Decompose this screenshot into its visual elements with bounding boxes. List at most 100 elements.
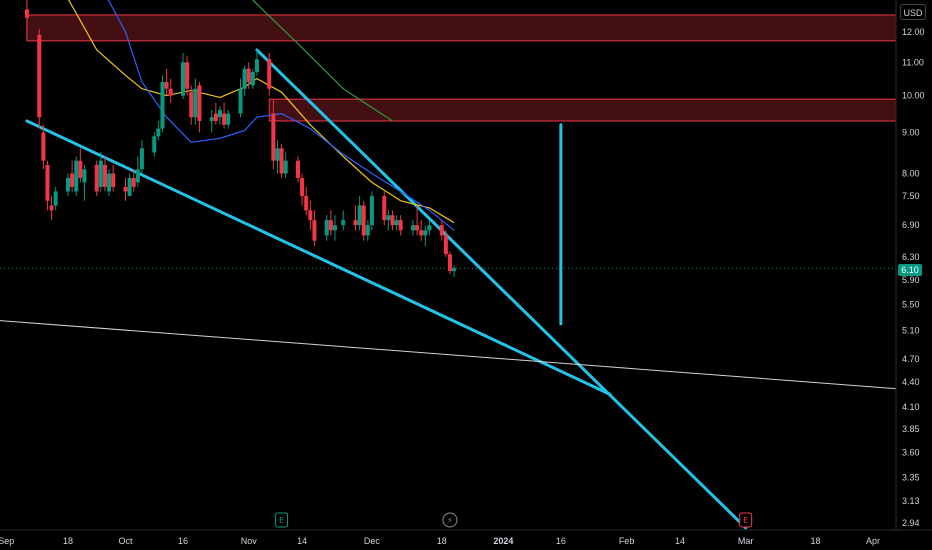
- candle-body: [181, 62, 185, 96]
- candle-body: [139, 148, 144, 170]
- candle[interactable]: [24, 0, 29, 35]
- candle[interactable]: [168, 78, 173, 103]
- candle[interactable]: [107, 169, 112, 197]
- candle[interactable]: [443, 230, 448, 257]
- candle[interactable]: [447, 251, 452, 274]
- candle[interactable]: [70, 160, 75, 192]
- candle[interactable]: [361, 200, 366, 241]
- resistance-zone[interactable]: [26, 14, 897, 42]
- candle[interactable]: [390, 210, 395, 231]
- price-tick-label: 3.35: [902, 472, 920, 482]
- candle[interactable]: [217, 106, 222, 125]
- candle[interactable]: [156, 120, 161, 141]
- candle[interactable]: [209, 109, 214, 133]
- candle[interactable]: [304, 186, 309, 216]
- candle[interactable]: [419, 220, 424, 241]
- candle-body: [447, 254, 452, 272]
- candle[interactable]: [271, 99, 276, 170]
- candle[interactable]: [324, 215, 329, 241]
- candle[interactable]: [197, 81, 202, 133]
- candle[interactable]: [111, 164, 116, 192]
- candle[interactable]: [181, 52, 185, 100]
- candle[interactable]: [279, 144, 284, 178]
- candle[interactable]: [246, 62, 251, 89]
- trend-line[interactable]: [25, 119, 612, 396]
- candle-body: [332, 225, 337, 231]
- candle[interactable]: [439, 220, 444, 241]
- candle[interactable]: [226, 109, 231, 129]
- candle[interactable]: [357, 196, 362, 231]
- candle-body: [213, 113, 218, 121]
- candle[interactable]: [365, 220, 370, 241]
- earnings-marker-icon[interactable]: E: [739, 512, 753, 528]
- candle[interactable]: [312, 210, 317, 247]
- candle[interactable]: [135, 156, 140, 187]
- candle[interactable]: [398, 215, 403, 236]
- candle[interactable]: [123, 177, 128, 201]
- candle[interactable]: [300, 173, 305, 206]
- candle[interactable]: [427, 220, 432, 236]
- candle[interactable]: [193, 78, 198, 125]
- candle[interactable]: [102, 156, 107, 192]
- candle[interactable]: [45, 160, 50, 211]
- price-tick-label: 4.10: [902, 402, 920, 412]
- earnings-marker-icon[interactable]: E: [275, 512, 289, 528]
- candle[interactable]: [423, 225, 428, 247]
- candle[interactable]: [394, 215, 399, 231]
- candle-body: [53, 191, 58, 206]
- candle[interactable]: [41, 124, 46, 170]
- candle[interactable]: [185, 56, 190, 96]
- candle[interactable]: [49, 196, 54, 221]
- candle[interactable]: [164, 68, 169, 96]
- candle[interactable]: [222, 102, 227, 129]
- candle[interactable]: [74, 156, 79, 197]
- price-tick-label: 4.70: [902, 354, 920, 364]
- candle[interactable]: [296, 156, 300, 183]
- candle[interactable]: [415, 205, 420, 236]
- candle[interactable]: [98, 152, 103, 192]
- support-line[interactable]: [0, 320, 897, 390]
- trend-line[interactable]: [255, 48, 748, 530]
- candle[interactable]: [53, 186, 58, 211]
- candle[interactable]: [242, 65, 247, 96]
- candle[interactable]: [37, 29, 42, 129]
- candle[interactable]: [160, 75, 165, 133]
- candle[interactable]: [283, 152, 288, 178]
- candle[interactable]: [382, 191, 387, 226]
- candle[interactable]: [411, 220, 415, 236]
- currency-button[interactable]: USD: [900, 4, 926, 20]
- candle[interactable]: [452, 265, 457, 277]
- candle[interactable]: [353, 205, 358, 231]
- candle[interactable]: [308, 200, 313, 231]
- candle[interactable]: [275, 140, 280, 174]
- price-scale: 12.00 11.00 10.00 9.00 8.00 7.50 6.90 6.30 5.90 5…: [902, 27, 925, 528]
- candle[interactable]: [78, 148, 83, 183]
- candle[interactable]: [332, 215, 337, 241]
- candle[interactable]: [127, 173, 132, 197]
- candle[interactable]: [341, 210, 346, 231]
- candle[interactable]: [386, 210, 391, 231]
- candle[interactable]: [82, 164, 87, 201]
- time-tick-label: 2024: [493, 536, 513, 546]
- candle[interactable]: [131, 169, 136, 192]
- candle-body: [78, 160, 83, 178]
- candle[interactable]: [369, 191, 374, 231]
- candle-body: [443, 235, 448, 255]
- candle[interactable]: [94, 160, 99, 197]
- dividend-marker-icon[interactable]: ⚡: [442, 512, 458, 528]
- candle[interactable]: [254, 49, 259, 76]
- candle[interactable]: [213, 102, 218, 125]
- candle-body: [250, 72, 255, 86]
- candle[interactable]: [152, 132, 157, 157]
- candle-body: [271, 113, 276, 161]
- candle[interactable]: [139, 140, 144, 174]
- candle[interactable]: [238, 78, 243, 118]
- candle[interactable]: [189, 85, 194, 125]
- candle-body: [226, 113, 231, 125]
- candle[interactable]: [250, 68, 255, 89]
- candle[interactable]: [66, 173, 70, 197]
- candle[interactable]: [267, 52, 272, 96]
- candle[interactable]: [328, 210, 333, 236]
